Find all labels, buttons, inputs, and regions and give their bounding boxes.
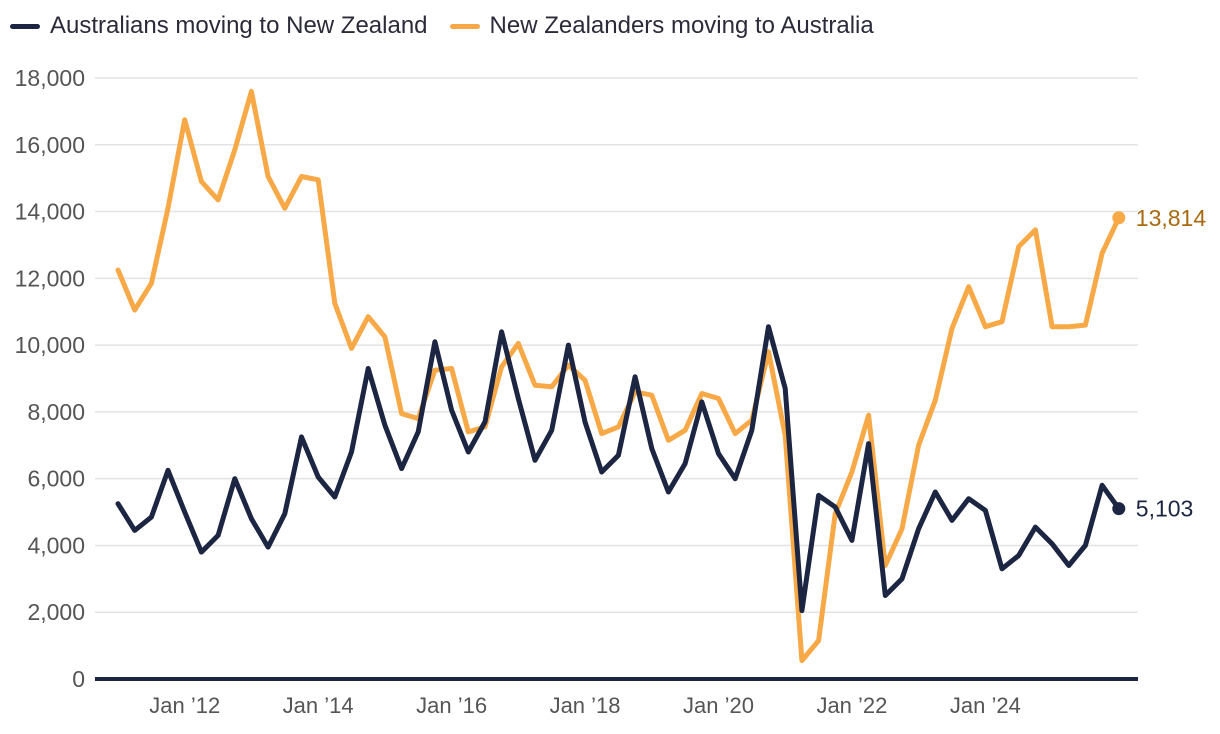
end-label-nz_to_aus: 13,814 (1136, 205, 1207, 231)
legend-label-nz-to-aus: New Zealanders moving to Australia (489, 12, 874, 39)
legend-label-aus-to-nz: Australians moving to New Zealand (50, 12, 428, 39)
x-tick-label: Jan ’16 (416, 693, 487, 718)
y-tick-label: 14,000 (15, 199, 85, 225)
end-label-aus_to_nz: 5,103 (1136, 496, 1194, 522)
series-line-aus_to_nz (115, 324, 1122, 614)
series-lines (115, 88, 1126, 664)
x-tick-label: Jan ’12 (149, 693, 220, 718)
series-line-nz_to_aus (115, 88, 1122, 664)
x-tick-label: Jan ’20 (683, 693, 754, 718)
y-tick-label: 2,000 (27, 599, 85, 625)
y-tick-label: 10,000 (15, 332, 85, 358)
y-axis-ticks: 0 2,000 4,000 6,000 8,000 10,000 12,000 14,000 1… (15, 65, 85, 692)
y-tick-label: 18,000 (15, 65, 85, 91)
y-tick-label: 6,000 (27, 466, 85, 492)
legend-swatch-aus-to-nz (10, 23, 40, 29)
x-tick-label: Jan ’22 (816, 693, 887, 718)
end-labels: 13,814 5,103 (1136, 205, 1207, 522)
legend-item-nz-to-aus: New Zealanders moving to Australia (449, 12, 874, 40)
y-tick-label: 8,000 (27, 399, 85, 425)
end-point-aus_to_nz (1112, 502, 1126, 516)
x-tick-label: Jan ’24 (950, 693, 1021, 718)
x-axis-ticks: Jan ’12 Jan ’14 Jan ’16 Jan ’18 Jan ’20 Jan ’… (149, 693, 1021, 718)
grid-lines (95, 77, 1138, 681)
legend-item-aus-to-nz: Australians moving to New Zealand (10, 12, 428, 40)
y-tick-label: 0 (72, 666, 85, 692)
end-point-nz_to_aus (1112, 211, 1126, 225)
x-tick-label: Jan ’18 (550, 693, 621, 718)
y-tick-label: 4,000 (27, 532, 85, 558)
legend: Australians moving to New Zealand New Ze… (10, 12, 874, 40)
y-tick-label: 12,000 (15, 265, 85, 291)
legend-swatch-nz-to-aus (449, 23, 480, 29)
x-tick-label: Jan ’14 (283, 693, 354, 718)
y-tick-label: 16,000 (15, 132, 85, 158)
